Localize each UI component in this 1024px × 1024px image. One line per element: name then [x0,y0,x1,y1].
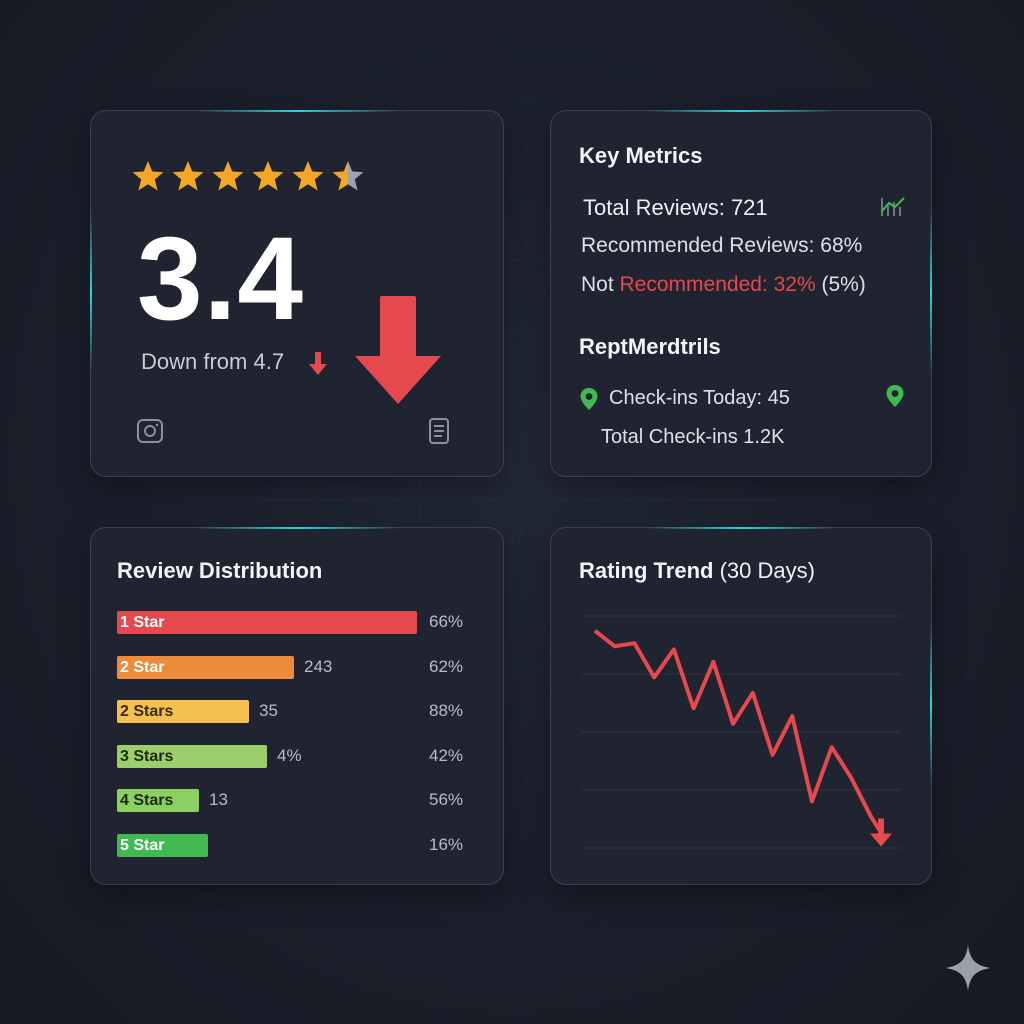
card-glow [90,209,92,374]
checkins-today-text: Check-ins Today: 45 [609,387,790,409]
sparkle-icon [945,945,991,991]
star-icon [292,161,324,191]
trend-title-bold: Rating Trend [579,558,714,583]
half-star-icon [332,161,364,191]
distribution-bar: 2 Stars [117,700,249,724]
section-title: ReptMerdtrils [579,334,721,359]
down-from-text: Down from 4.7 [141,349,285,374]
distribution-percent: 62% [429,656,464,676]
star-rating [132,161,364,191]
distribution-count: 243 [304,656,333,676]
rating-trend-title: Rating Trend (30 Days) [579,558,815,584]
card-glow [930,624,932,785]
distribution-count: 13 [209,790,228,810]
distribution-percent: 56% [429,790,464,810]
card-glow [194,110,400,112]
not-recommended-value: Recommended: 32% [619,273,816,296]
star-icon [172,161,204,191]
star-icon [252,161,284,191]
distribution-bar: 4 Stars [117,789,199,813]
star-icon [212,161,244,191]
distribution-bar: 3 Stars [117,744,267,768]
total-checkins-text: Total Check-ins 1.2K [601,426,785,448]
rating-card: 3.4 Down from 4.7 [90,110,504,477]
document-icon[interactable] [426,416,452,446]
not-recommended-suffix: (5%) [815,273,866,296]
down-arrow-icon [355,296,441,404]
distribution-percent: 66% [429,612,464,631]
camera-icon[interactable] [135,416,165,446]
key-metrics-card: Key Metrics Total Reviews: 721 Recommend… [550,110,932,477]
rating-trend-card: Rating Trend (30 Days) [550,527,932,885]
card-glow [194,527,400,529]
total-reviews-text: Total Reviews: 721 [583,195,768,220]
recommended-reviews-text: Recommended Reviews: 68% [581,234,863,257]
distribution-bar: 5 Star [117,834,208,857]
card-glow [646,527,836,529]
location-pin-icon [580,388,598,410]
distribution-bar: 2 Star [117,655,294,679]
star-icon [132,161,164,191]
trend-line [593,629,883,834]
card-glow [930,209,932,374]
not-prefix: Not [581,273,620,296]
location-pin-icon[interactable] [885,384,905,408]
review-distribution-title: Review Distribution [117,558,323,583]
chart-icon[interactable] [879,195,907,219]
distribution-bar: 1 Star [117,611,417,634]
distribution-percent: 42% [429,745,464,765]
distribution-percent: 16% [429,835,464,854]
down-arrow-small-icon [309,352,327,375]
key-metrics-title: Key Metrics [579,143,703,168]
rating-value: 3.4 [137,213,305,345]
distribution-count: 4% [277,745,302,765]
trend-title-rest: (30 Days) [713,558,815,583]
review-distribution-card: Review Distribution 1 Star 66% 2 Star 243 62… [90,527,504,885]
distribution-count: 35 [259,701,278,721]
rating-trend-chart [581,615,901,849]
card-glow [646,110,836,112]
trend-down-arrow-icon [870,818,892,847]
distribution-percent: 88% [429,701,464,721]
not-recommended-text: Not Recommended: 32% (5%) [581,273,866,297]
